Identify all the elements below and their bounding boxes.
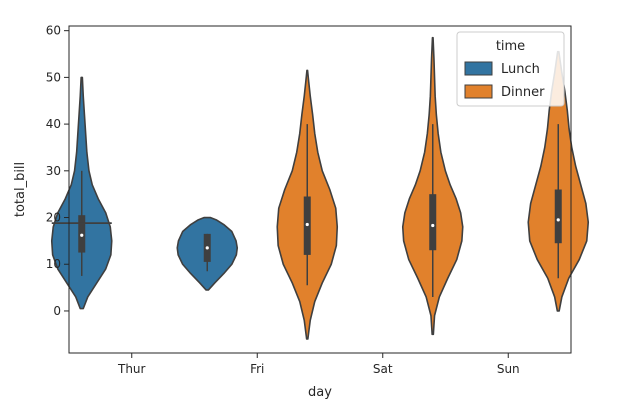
y-tick-label: 0 xyxy=(53,304,61,318)
median-dot-dinner-sat xyxy=(431,223,435,228)
legend-label-dinner: Dinner xyxy=(501,85,545,100)
y-tick-label: 60 xyxy=(46,24,61,38)
median-dot-dinner-fri xyxy=(305,222,309,227)
plot-frame xyxy=(68,25,572,354)
legend-swatch-lunch xyxy=(464,61,493,76)
x-axis: Thur Fri Sat Sun xyxy=(117,353,520,376)
y-axis-label: total_bill xyxy=(13,162,28,217)
median-dot-dinner-sun xyxy=(556,218,560,222)
y-tick-label: 40 xyxy=(46,117,61,131)
y-axis: 0 10 20 30 40 50 60 xyxy=(46,24,69,318)
x-tick-label-sun: Sun xyxy=(497,362,520,376)
legend-label-lunch: Lunch xyxy=(501,62,540,77)
iqr-box-dinner-sun xyxy=(554,189,562,244)
y-tick-label: 10 xyxy=(46,257,61,271)
x-axis-label: day xyxy=(308,385,332,400)
legend-title: time xyxy=(496,39,525,54)
median-dot-lunch-fri xyxy=(205,246,209,250)
x-tick-label-thur: Thur xyxy=(117,362,146,376)
legend: time Lunch Dinner xyxy=(456,31,565,107)
median-dot-lunch-thur xyxy=(80,233,84,237)
y-tick-label: 50 xyxy=(46,70,61,84)
legend-swatch-dinner xyxy=(464,84,493,99)
plot-area xyxy=(50,36,590,340)
x-tick-label-fri: Fri xyxy=(250,362,264,376)
y-tick-label: 20 xyxy=(46,211,61,225)
x-tick-label-sat: Sat xyxy=(373,362,393,376)
y-tick-label: 30 xyxy=(46,164,61,178)
iqr-box-dinner-sat xyxy=(429,194,437,251)
